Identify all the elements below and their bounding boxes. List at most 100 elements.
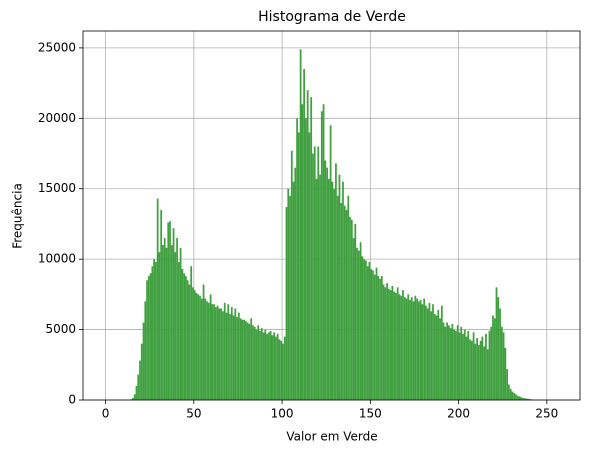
bar (382, 284, 385, 400)
bar (183, 273, 186, 400)
bar (486, 349, 489, 400)
y-axis-label: Frequência (11, 183, 25, 249)
bar (446, 322, 448, 400)
x-tick-label: 100 (271, 407, 294, 421)
bar (460, 326, 463, 400)
bar (347, 195, 350, 400)
bar (472, 332, 475, 400)
bar (282, 343, 284, 400)
bar (349, 216, 351, 400)
bar (255, 329, 258, 400)
bar (403, 297, 406, 400)
bar (470, 340, 473, 400)
bar (144, 301, 147, 400)
bar (336, 195, 339, 400)
bar (267, 332, 270, 400)
bar (442, 322, 445, 400)
bar (350, 219, 353, 400)
bar (209, 294, 212, 400)
bar (511, 391, 514, 400)
bar (342, 181, 344, 400)
bar (375, 267, 378, 400)
bar (292, 181, 295, 400)
bar (515, 394, 517, 400)
bar (305, 118, 307, 400)
y-tick-label: 0 (68, 393, 76, 407)
bar (271, 335, 274, 400)
bar (225, 312, 228, 400)
bar (192, 287, 194, 400)
bar (260, 328, 263, 400)
bar (327, 178, 330, 400)
bar (439, 318, 441, 400)
bar (245, 321, 247, 400)
bar (215, 307, 217, 400)
bar (329, 125, 332, 400)
bar (232, 315, 235, 400)
bar (455, 330, 457, 400)
bar (250, 318, 253, 400)
bar (160, 209, 163, 400)
bar (289, 195, 291, 400)
bar (407, 294, 410, 400)
bar (146, 280, 148, 400)
bar (207, 302, 210, 400)
bar (463, 329, 466, 400)
bar (352, 238, 355, 400)
bar (469, 339, 471, 400)
bar (513, 392, 516, 400)
bar (153, 259, 156, 400)
bar (343, 205, 346, 400)
bar (147, 276, 150, 400)
bar (516, 395, 519, 400)
bar (290, 150, 293, 400)
bar (308, 132, 311, 400)
bar (158, 252, 161, 400)
bar (186, 280, 189, 400)
bar (507, 384, 510, 400)
y-tick-label: 15000 (38, 181, 76, 195)
bar (259, 330, 261, 400)
bar (165, 247, 168, 400)
bar (373, 274, 376, 400)
bar (163, 238, 166, 400)
bar (177, 261, 180, 400)
bar (395, 292, 397, 400)
bar (389, 290, 392, 400)
bar (142, 322, 145, 400)
bar (218, 308, 221, 400)
bar (345, 209, 348, 400)
bar (195, 292, 198, 400)
bar (525, 398, 528, 400)
bar (500, 326, 503, 400)
bar (174, 252, 177, 400)
bar (361, 256, 364, 400)
bar (315, 178, 318, 400)
bar (476, 338, 478, 400)
bar (312, 153, 314, 400)
bar (294, 167, 297, 400)
bar (176, 238, 178, 400)
bar (509, 388, 512, 400)
bar (162, 245, 164, 400)
bar (366, 266, 369, 400)
bar (137, 374, 140, 400)
bar (257, 325, 260, 400)
bar (497, 297, 500, 400)
bar (421, 304, 424, 400)
bar (520, 397, 523, 400)
x-tick-label: 200 (447, 407, 470, 421)
bar (485, 333, 487, 400)
bar (453, 329, 456, 400)
bar (492, 315, 494, 400)
bar (400, 295, 403, 400)
bar (239, 318, 242, 400)
bar (169, 221, 171, 400)
bar (370, 269, 373, 400)
bar (213, 304, 216, 400)
bar (190, 266, 193, 400)
bar (320, 111, 323, 400)
bar (278, 339, 281, 400)
bar (234, 308, 237, 400)
bar (167, 222, 170, 400)
